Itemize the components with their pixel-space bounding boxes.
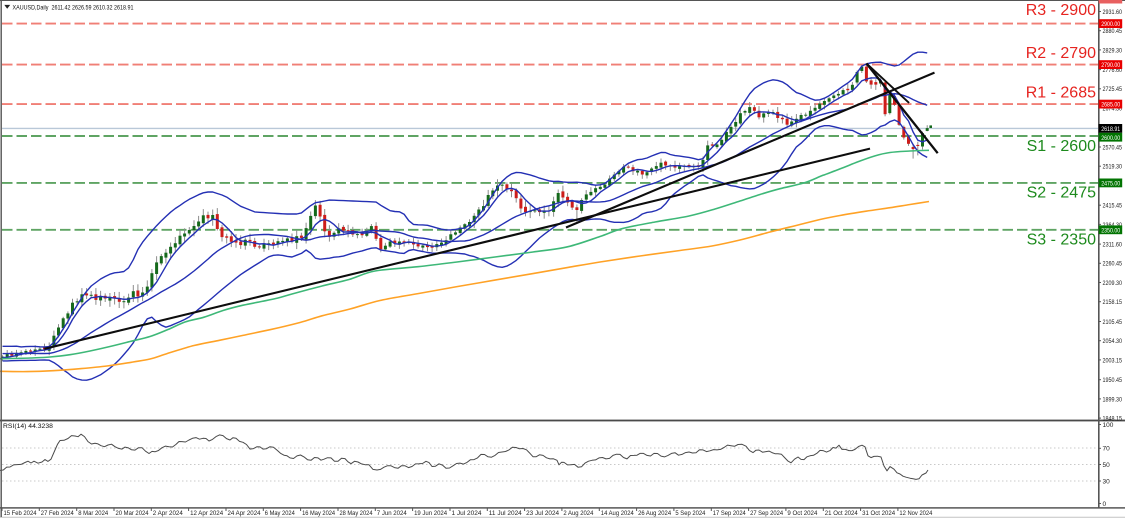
svg-text:2054.30: 2054.30 (1103, 338, 1123, 345)
svg-text:2003.15: 2003.15 (1103, 357, 1123, 364)
svg-text:2570.45: 2570.45 (1103, 144, 1123, 151)
svg-text:2 Aug 2024: 2 Aug 2024 (563, 510, 593, 517)
svg-text:R1 - 2685: R1 - 2685 (1026, 85, 1096, 102)
svg-text:19 Jun 2024: 19 Jun 2024 (414, 510, 447, 517)
svg-text:2618.91: 2618.91 (1101, 126, 1120, 133)
svg-text:26 Aug 2024: 26 Aug 2024 (638, 510, 671, 517)
svg-text:XAUUSD,Daily 2611.42 2626.59: XAUUSD,Daily 2611.42 2626.59 2610.32 261… (13, 5, 134, 12)
svg-text:100: 100 (1103, 422, 1114, 429)
svg-text:1848.15: 1848.15 (1103, 416, 1123, 423)
svg-text:2790.00: 2790.00 (1101, 62, 1120, 69)
svg-text:0: 0 (1103, 501, 1107, 508)
svg-text:2776.60: 2776.60 (1103, 67, 1123, 74)
svg-text:2519.30: 2519.30 (1103, 164, 1123, 171)
svg-text:12 Apr 2024: 12 Apr 2024 (190, 510, 223, 517)
svg-text:2105.45: 2105.45 (1103, 319, 1123, 326)
svg-text:2900.00: 2900.00 (1101, 21, 1120, 28)
svg-text:31 Oct 2024: 31 Oct 2024 (862, 510, 895, 517)
svg-text:2209.30: 2209.30 (1103, 280, 1123, 287)
svg-text:21 Oct 2024: 21 Oct 2024 (825, 510, 858, 517)
svg-text:20 Mar 2024: 20 Mar 2024 (116, 510, 149, 517)
svg-text:RSI(14) 44.3238: RSI(14) 44.3238 (3, 423, 53, 430)
svg-text:7 Jun 2024: 7 Jun 2024 (377, 510, 407, 517)
svg-text:2725.45: 2725.45 (1103, 86, 1123, 93)
svg-text:27 Sep 2024: 27 Sep 2024 (750, 510, 783, 517)
svg-text:17 Sep 2024: 17 Sep 2024 (713, 510, 746, 517)
svg-text:23 Jul 2024: 23 Jul 2024 (526, 510, 559, 517)
svg-text:24 Apr 2024: 24 Apr 2024 (228, 510, 261, 517)
svg-text:2829.30: 2829.30 (1103, 47, 1123, 54)
svg-text:2 Apr 2024: 2 Apr 2024 (153, 510, 183, 517)
svg-text:14 Aug 2024: 14 Aug 2024 (601, 510, 634, 517)
svg-text:2685.00: 2685.00 (1101, 102, 1120, 109)
svg-text:2600.00: 2600.00 (1101, 135, 1120, 142)
svg-text:2415.45: 2415.45 (1103, 203, 1123, 210)
svg-text:R3 - 2900: R3 - 2900 (1026, 2, 1096, 19)
svg-text:2158.15: 2158.15 (1103, 299, 1123, 306)
svg-text:2880.45: 2880.45 (1103, 28, 1123, 35)
svg-text:27 Feb 2024: 27 Feb 2024 (41, 510, 74, 517)
svg-text:9 Oct 2024: 9 Oct 2024 (787, 510, 817, 517)
svg-text:30: 30 (1103, 478, 1111, 485)
svg-text:2475.00: 2475.00 (1101, 181, 1120, 188)
svg-text:1950.45: 1950.45 (1103, 377, 1123, 384)
svg-text:70: 70 (1103, 446, 1111, 453)
svg-text:5 Sep 2024: 5 Sep 2024 (675, 510, 705, 517)
svg-text:28 May 2024: 28 May 2024 (340, 510, 373, 517)
svg-text:11 Jul 2024: 11 Jul 2024 (489, 510, 522, 517)
svg-text:S3 - 2350: S3 - 2350 (1027, 232, 1096, 249)
svg-text:1 Jul 2024: 1 Jul 2024 (452, 510, 482, 517)
svg-text:R2 - 2790: R2 - 2790 (1026, 45, 1096, 62)
svg-text:2350.00: 2350.00 (1101, 227, 1120, 234)
svg-text:2931.60: 2931.60 (1103, 9, 1123, 16)
svg-text:50: 50 (1103, 462, 1111, 469)
svg-text:2311.60: 2311.60 (1103, 242, 1123, 249)
svg-text:2674.30: 2674.30 (1103, 105, 1123, 112)
svg-text:12 Nov 2024: 12 Nov 2024 (899, 510, 932, 517)
svg-text:1899.30: 1899.30 (1103, 396, 1123, 403)
svg-text:8 Mar 2024: 8 Mar 2024 (78, 510, 108, 517)
svg-text:15 Feb 2024: 15 Feb 2024 (4, 510, 37, 517)
svg-text:6 May 2024: 6 May 2024 (265, 510, 295, 517)
svg-text:16 May 2024: 16 May 2024 (302, 510, 335, 517)
svg-text:2260.45: 2260.45 (1103, 261, 1123, 268)
svg-text:2364.30: 2364.30 (1103, 222, 1123, 229)
svg-text:S2 - 2475: S2 - 2475 (1027, 185, 1096, 202)
svg-text:S1 - 2600: S1 - 2600 (1027, 138, 1096, 155)
